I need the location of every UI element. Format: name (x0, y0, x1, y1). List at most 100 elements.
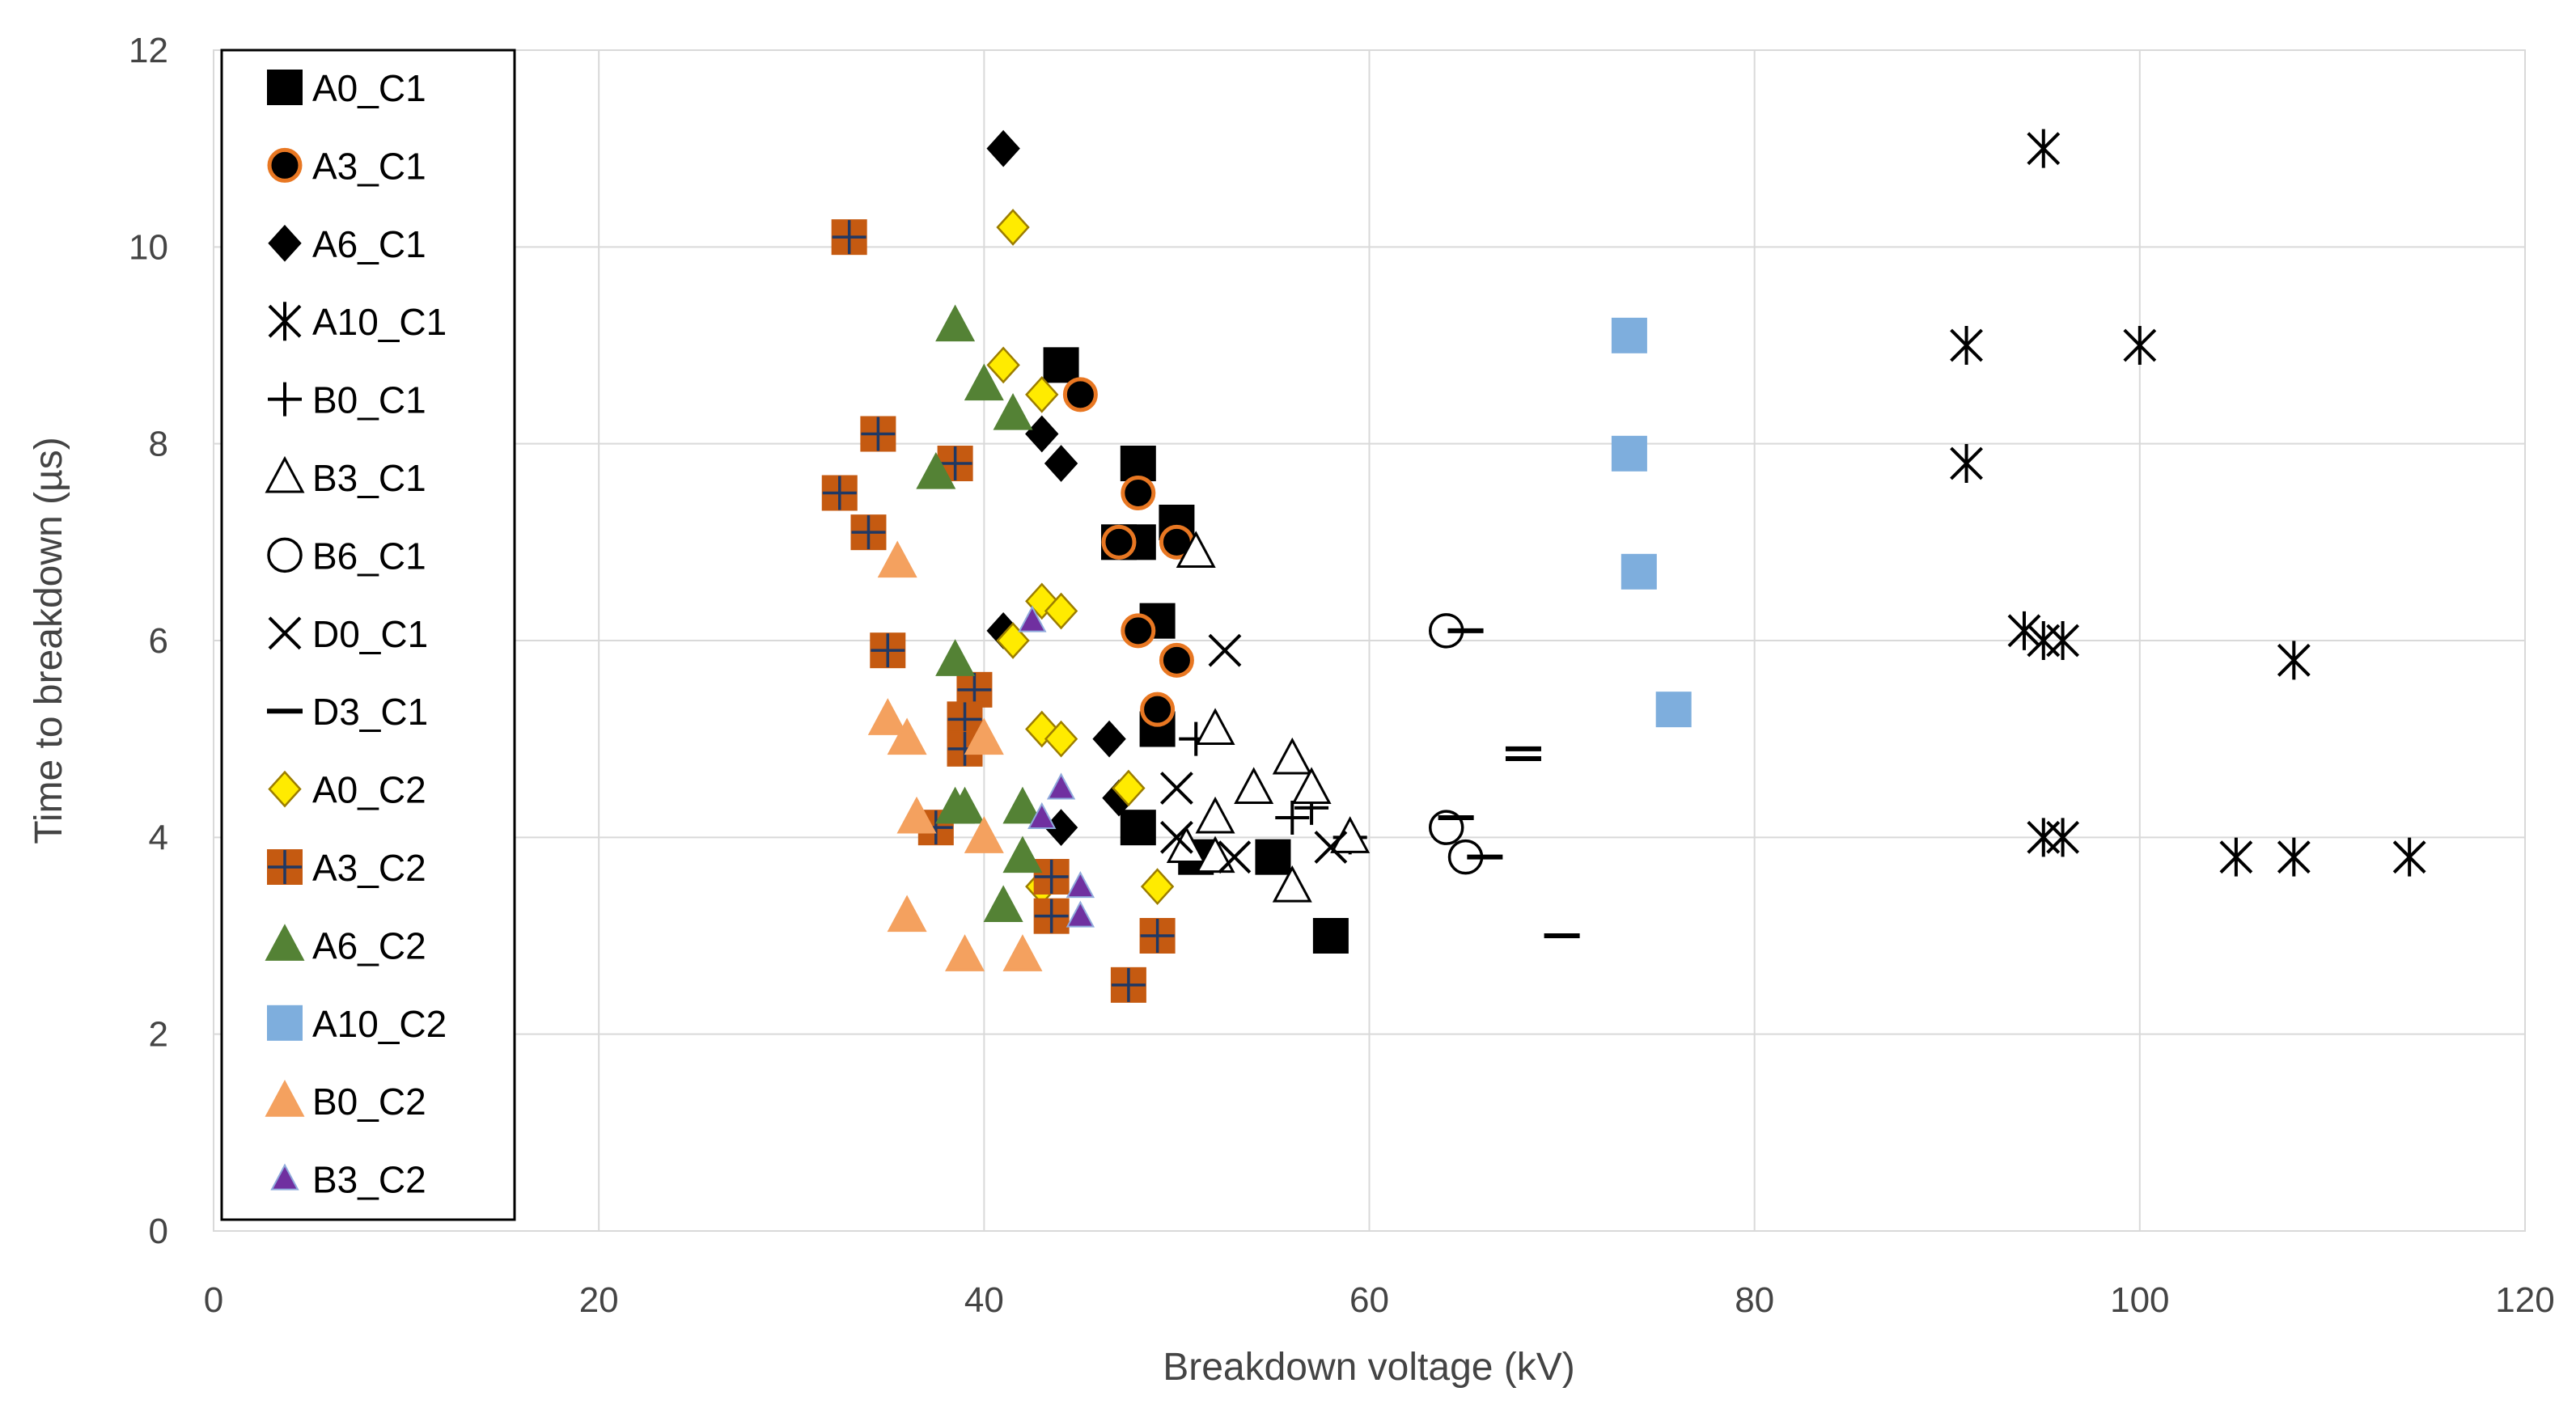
data-point (1027, 802, 1057, 829)
legend-marker (270, 1163, 299, 1191)
data-point (1101, 524, 1137, 560)
legend-label: A6_C2 (312, 924, 426, 967)
data-point (2007, 611, 2041, 650)
legend-item: A0_C2 (268, 769, 426, 811)
data-point (986, 129, 1020, 167)
y-tick-label: 4 (149, 818, 168, 857)
data-point (993, 392, 1033, 430)
data-point (1195, 835, 1235, 873)
data-point (1611, 317, 1647, 353)
data-point (1046, 772, 1076, 800)
series-a0-c2 (986, 209, 1175, 906)
legend-marker (268, 302, 302, 341)
legend-item: B3_C1 (265, 455, 426, 499)
data-point (1043, 347, 1079, 383)
legend-item: A10_C1 (268, 301, 447, 343)
legend-item: A6_C2 (265, 924, 426, 967)
data-point (2277, 641, 2311, 680)
x-tick-label: 40 (964, 1280, 1004, 1320)
data-point (1255, 839, 1291, 875)
data-point (1120, 810, 1156, 846)
data-point (2219, 837, 2253, 877)
data-point (850, 514, 887, 551)
data-point (1044, 445, 1078, 482)
data-point (1140, 868, 1175, 906)
data-point (1044, 592, 1078, 630)
x-tick-label: 0 (204, 1280, 223, 1320)
y-axis-title: Time to breakdown (µs) (28, 437, 70, 844)
legend-marker (267, 849, 303, 885)
series-a3-c1 (1062, 377, 1194, 727)
y-tick-label: 0 (149, 1212, 168, 1251)
data-point (947, 701, 983, 738)
data-point (1611, 435, 1647, 472)
legend-label: A10_C2 (312, 1003, 447, 1045)
data-point (1066, 871, 1095, 899)
data-points (821, 129, 2426, 1003)
data-point (1291, 767, 1332, 804)
legend-marker (267, 147, 303, 183)
x-tick-label: 20 (579, 1280, 619, 1320)
legend-label: D0_C1 (312, 613, 428, 655)
data-point (821, 475, 858, 511)
data-point (1314, 831, 1348, 864)
data-point (1066, 900, 1095, 928)
legend-item: A6_C1 (268, 223, 426, 265)
legend-marker (268, 382, 302, 417)
data-point (1312, 918, 1349, 954)
data-point (956, 671, 993, 708)
data-point (2046, 621, 2080, 660)
legend-item: B6_C1 (267, 535, 426, 577)
data-point (870, 632, 906, 669)
data-point (867, 698, 908, 735)
gridlines (214, 50, 2525, 1231)
y-tick-label: 8 (149, 425, 168, 464)
legend-label: A0_C2 (312, 769, 426, 811)
data-point (1330, 816, 1371, 853)
x-tick-label: 80 (1735, 1280, 1774, 1320)
series-d0-c1 (1160, 633, 1348, 874)
data-point (831, 219, 867, 256)
legend-label: A3_C1 (312, 145, 426, 187)
legend-item: D0_C1 (268, 613, 428, 655)
legend-item: A3_C1 (267, 145, 426, 187)
legend-item: A0_C1 (267, 67, 426, 109)
data-point (1120, 446, 1156, 481)
data-point (1655, 692, 1692, 728)
data-point (1176, 531, 1216, 568)
data-point (1272, 865, 1312, 903)
data-point (1950, 444, 1983, 483)
data-point (945, 786, 985, 824)
series-a10-c2 (1611, 317, 1692, 728)
data-point (1025, 415, 1059, 453)
x-tick-label: 100 (2110, 1280, 2169, 1320)
x-tick-label: 120 (2495, 1280, 2554, 1320)
series-b6-c1 (1428, 613, 1484, 875)
legend-marker (265, 455, 305, 493)
series-b0-c2 (867, 540, 1043, 971)
legend-label: A6_C1 (312, 223, 426, 265)
legend-marker (268, 616, 302, 650)
data-point (2392, 837, 2426, 877)
data-point (1018, 605, 1047, 632)
y-axis-tick-labels: 0 2 4 6 8 10 12 (129, 31, 168, 1251)
series-a6-c1 (986, 129, 1136, 847)
y-tick-label: 12 (129, 31, 168, 70)
data-point (1044, 720, 1078, 758)
series-b3-c2 (1018, 605, 1095, 928)
data-point (1234, 767, 1274, 804)
legend-item: B0_C1 (268, 379, 426, 421)
legend-item: B3_C2 (270, 1159, 426, 1201)
data-point (1275, 801, 1310, 835)
legend-label: D3_C1 (312, 691, 428, 733)
series-a3-c2 (821, 219, 1176, 1003)
x-axis-title: Breakdown voltage (kV) (1163, 1346, 1575, 1389)
legend-marker (267, 70, 303, 105)
data-point (1033, 859, 1070, 895)
legend-marker (267, 537, 303, 573)
data-point (983, 885, 1023, 922)
data-point (945, 934, 985, 971)
data-point (964, 363, 1004, 401)
data-point (1033, 898, 1070, 934)
